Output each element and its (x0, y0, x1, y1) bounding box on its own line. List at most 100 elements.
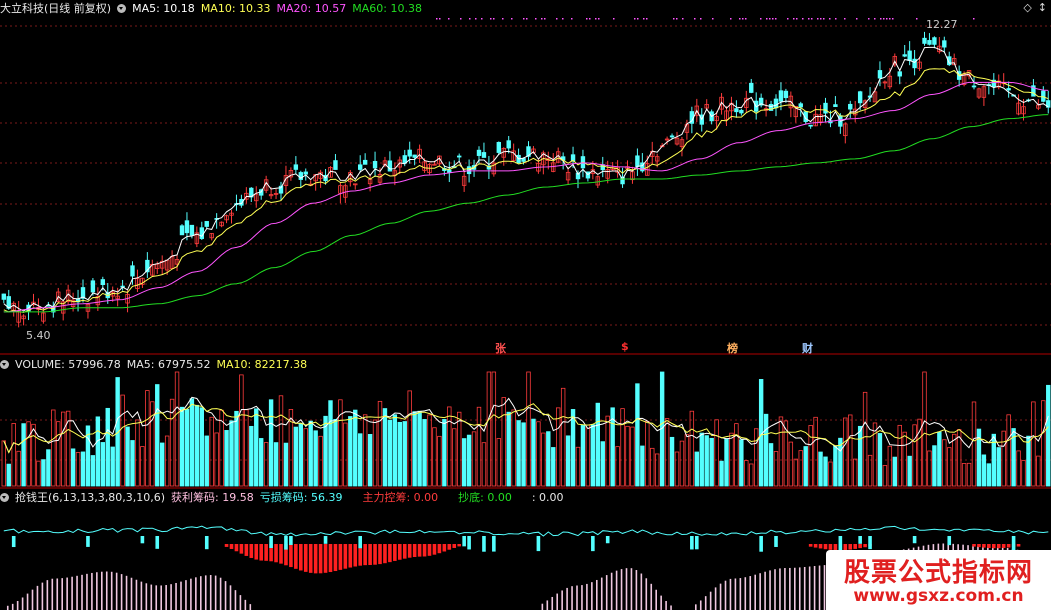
volume-bar (16, 450, 21, 487)
event-marker[interactable]: 张 (495, 342, 506, 355)
volume-ma5: MA5: 67975.52 (126, 358, 211, 371)
profit-chip-bar (110, 571, 113, 610)
candle-body (1016, 102, 1021, 115)
profit-chip-bar (610, 572, 613, 610)
profit-chip-bar (551, 596, 554, 610)
main-control-bar (412, 544, 417, 558)
profit-chip-bar (571, 586, 573, 610)
profit-chip-bar (640, 573, 643, 610)
loss-chips: 亏损筹码: 56.39 (259, 491, 343, 504)
volume-bar (362, 414, 368, 487)
indicator-menu-icon[interactable] (0, 360, 9, 369)
volume-bar (763, 413, 769, 487)
loss-chip-bar (1011, 536, 1016, 552)
profit-chip-bar (175, 582, 177, 610)
candle-body (952, 58, 957, 66)
volume-bar (1046, 384, 1051, 487)
volume-bar (323, 415, 328, 487)
volume-bar (744, 460, 749, 487)
candle-body (902, 54, 907, 57)
volume-bar (273, 442, 279, 487)
volume-bar (872, 422, 878, 487)
signal-dot (820, 18, 822, 20)
main-control-bar (289, 544, 293, 568)
volume-bar (971, 401, 977, 487)
volume-bar (580, 424, 586, 487)
volume-bar (36, 460, 41, 487)
main-control-bar (823, 544, 828, 550)
volume-bar (857, 425, 863, 487)
volume-bar (244, 409, 249, 487)
diamond-icon[interactable]: ◇ (1023, 1, 1032, 14)
candle-body (892, 56, 897, 66)
volume-bar (615, 446, 620, 487)
ma60-value: MA60: 10.38 (352, 2, 422, 15)
signal-dot (526, 18, 528, 20)
volume-bar (506, 411, 511, 487)
volume-bar (417, 410, 422, 487)
volume-bar (650, 447, 655, 487)
volume-bar (986, 463, 992, 487)
candle-body (620, 176, 625, 185)
loss-chip-bar (269, 536, 273, 548)
indicator-menu-icon[interactable] (0, 493, 9, 502)
candle-body (922, 37, 927, 44)
event-marker[interactable]: 财 (802, 342, 813, 355)
main-control-bar (363, 544, 367, 566)
candle-body (412, 154, 417, 158)
volume-bar (689, 410, 695, 487)
volume-bar (85, 425, 91, 487)
volume-bar (610, 407, 615, 487)
volume-bar (100, 442, 105, 487)
profit-chips: 获利筹码: 19.58 (171, 491, 254, 504)
volume-bar (833, 445, 838, 487)
profit-chip-bar (566, 587, 568, 610)
profit-chip-bar (724, 580, 727, 610)
volume-bar (437, 435, 442, 487)
profit-chip-bar (26, 593, 29, 610)
main-control-bar (313, 544, 318, 574)
profit-chip-bar (61, 578, 63, 610)
volume-bar (684, 434, 690, 487)
main-control-bar (987, 544, 991, 548)
event-marker[interactable]: $ (621, 340, 629, 353)
volume-bar (848, 414, 853, 487)
event-marker[interactable]: 榜 (727, 342, 738, 355)
volume-bar (150, 401, 155, 487)
profit-chip-bar (56, 578, 59, 610)
candle-body (159, 260, 165, 269)
profit-chip-bar (130, 577, 133, 610)
main-control-bar (407, 544, 412, 558)
volume-bar (239, 374, 244, 487)
main-control-bar (393, 544, 397, 561)
volume-bar (556, 407, 561, 487)
volume-bar (536, 421, 541, 487)
volume-bar (739, 439, 744, 487)
main-control-bar (254, 544, 259, 560)
loss-chip-bar (358, 536, 362, 549)
signal-dot (460, 18, 462, 20)
loss-chip-bar (11, 536, 16, 548)
profit-chip-bar (185, 580, 187, 610)
profit-chip-bar (204, 575, 207, 610)
candle-body (56, 291, 61, 302)
signal-dot (811, 18, 813, 20)
main-control-bar (294, 544, 298, 569)
resize-icon[interactable]: ↕ (1037, 1, 1047, 14)
signal-dot (739, 18, 741, 20)
volume-bar (496, 438, 501, 487)
watermark-url: www.gsxz.com.cn (853, 586, 1024, 606)
loss-chip-bar (204, 536, 209, 550)
loss-chip-line (3, 525, 1049, 537)
signal-dot (469, 18, 471, 20)
signal-dot (823, 18, 825, 20)
volume-bar (605, 415, 610, 487)
main-control-bar (427, 544, 432, 556)
signal-dot (646, 18, 648, 20)
volume-bar (541, 432, 546, 487)
candle-body (565, 171, 571, 181)
candle-body (664, 138, 670, 141)
volume-bar (892, 456, 897, 487)
indicator-menu-icon[interactable] (117, 4, 127, 13)
candle-body (95, 296, 101, 306)
